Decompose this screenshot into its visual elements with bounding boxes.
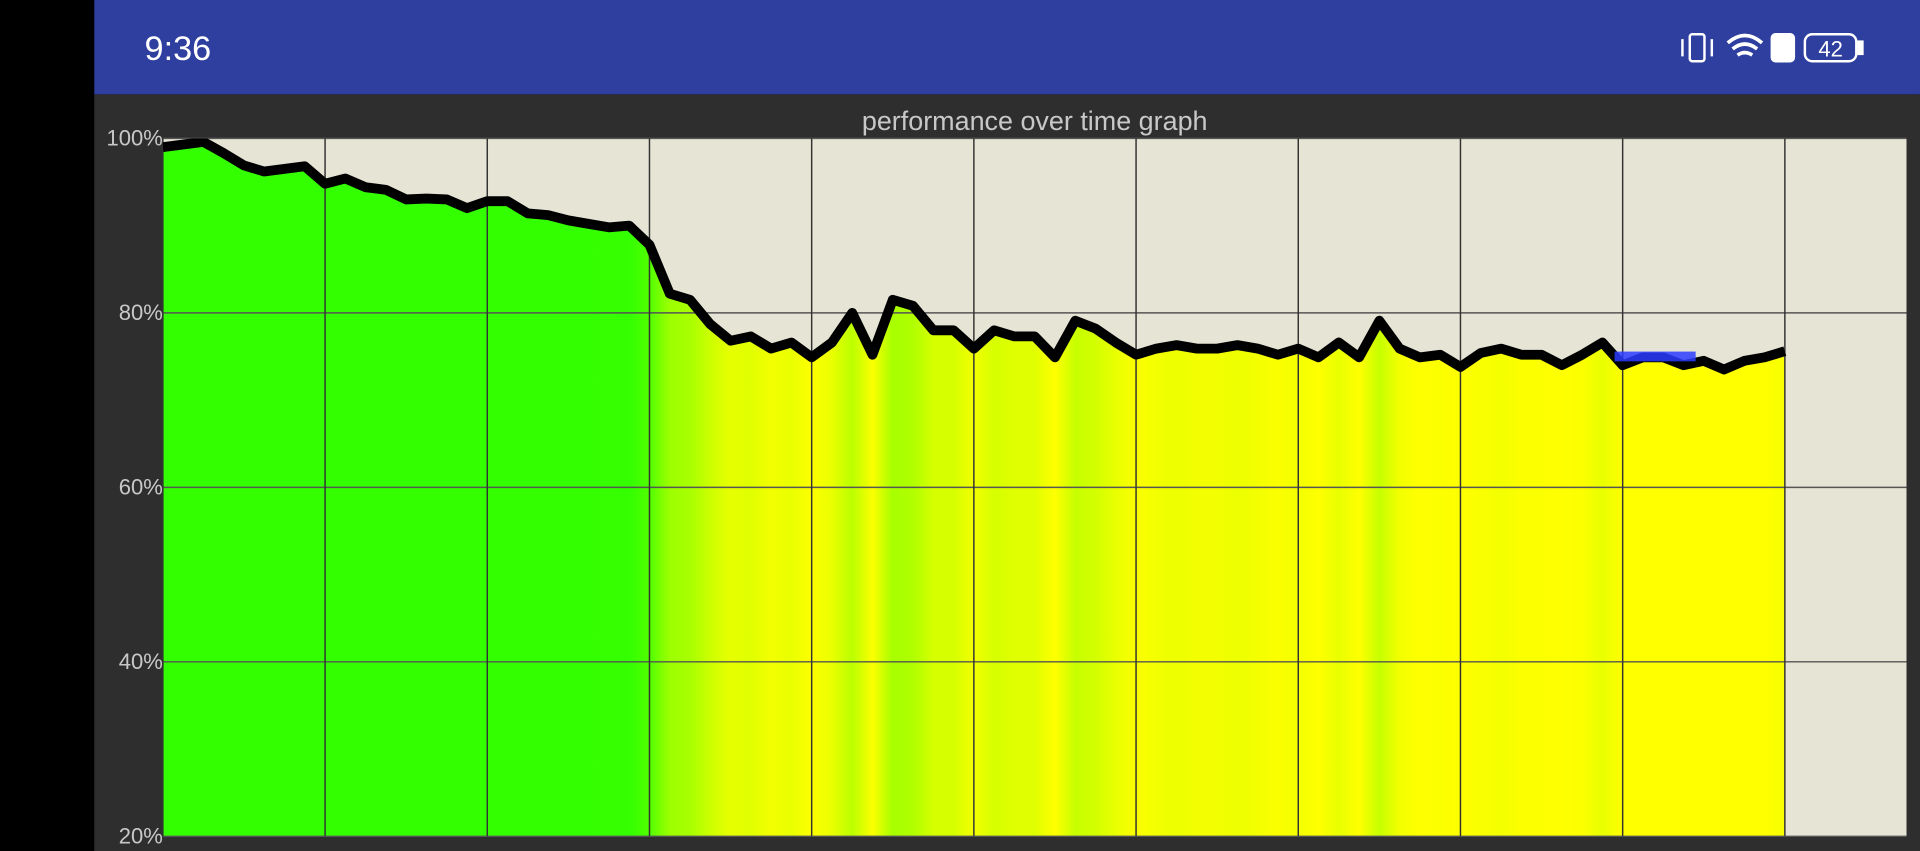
y-tick-label: 60%: [119, 475, 163, 500]
highlight-marker: [1614, 351, 1696, 362]
y-tick-label: 100%: [107, 126, 163, 151]
chart-title: performance over time graph: [862, 106, 1208, 136]
y-tick-label: 20%: [119, 824, 163, 849]
alert-icon: [1770, 33, 1796, 63]
side-strip: [0, 0, 95, 851]
status-icons: [1681, 33, 1864, 63]
y-tick-label: 40%: [119, 649, 163, 674]
vibrate-icon: [1688, 33, 1706, 63]
status-bar: [94, 0, 1920, 95]
wifi-icon: [1726, 33, 1764, 57]
performance-line: [162, 138, 1787, 375]
plot: 20% 40% 60% 80% 100%: [107, 126, 1907, 849]
battery-level: 42: [1818, 36, 1843, 61]
battery-icon: [1803, 33, 1858, 63]
vibrate-waves: [1681, 39, 1714, 57]
clock: 9:36: [145, 30, 212, 68]
y-tick-label: 80%: [119, 300, 163, 325]
battery-tip: [1857, 40, 1864, 56]
